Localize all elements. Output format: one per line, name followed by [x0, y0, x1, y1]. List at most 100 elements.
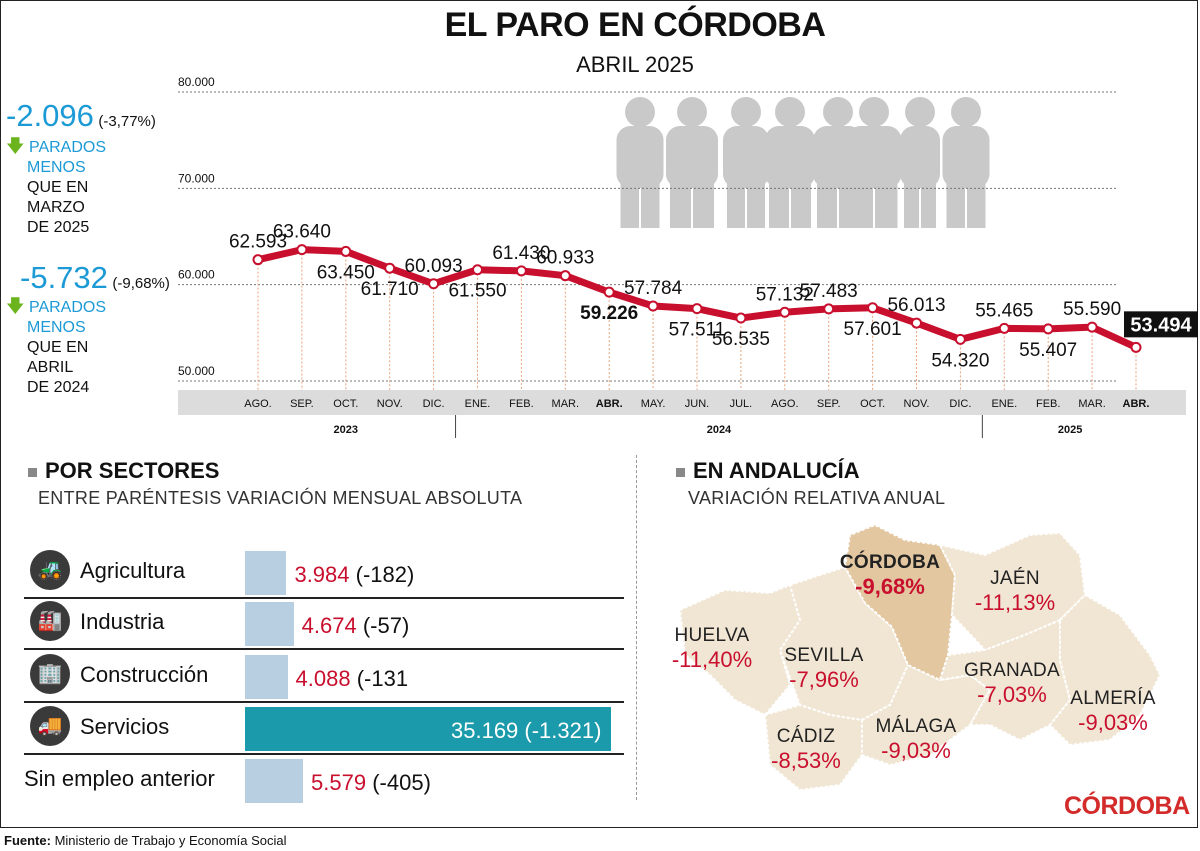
data-point	[340, 245, 352, 257]
x-tick-label: AGO.	[244, 398, 272, 410]
year-label: 2023	[334, 424, 358, 436]
map-region-granada	[938, 618, 1072, 742]
data-point	[998, 322, 1010, 334]
region-2: HUELVA -11,40%	[632, 625, 792, 673]
region-value: -11,40%	[671, 647, 753, 672]
sectors-bar-chart: 🚜 Agricultura 3.984 (-182) 🏭 Industria 4.674 …	[24, 550, 624, 803]
region-name: JAÉN	[990, 568, 1040, 589]
region-name: CÓRDOBA	[839, 552, 941, 573]
year-label: 2025	[1058, 424, 1082, 436]
sector-value-diff: (-182)	[349, 562, 415, 587]
data-point	[296, 244, 308, 256]
sectors-title: POR SECTORES	[28, 458, 219, 484]
data-point	[515, 265, 527, 277]
x-axis-band	[178, 390, 1186, 415]
data-label: 54.320	[931, 350, 989, 371]
data-label: 63.450	[317, 262, 375, 283]
x-tick-label: ABR.	[1123, 398, 1150, 410]
kpi-monthly-pct: (-3,77%)	[98, 113, 156, 130]
brand-logo: CÓRDOBA	[1064, 792, 1190, 820]
sector-bar	[245, 655, 288, 699]
data-label: 55.590	[1063, 299, 1121, 320]
page-subtitle: ABRIL 2025	[576, 52, 694, 77]
buildings-icon: 🏢	[30, 654, 70, 694]
x-tick-label: ENE.	[991, 398, 1017, 410]
data-point	[954, 333, 966, 345]
data-label: 61.430	[492, 243, 550, 264]
data-label: 60.093	[405, 256, 463, 277]
data-label: 57.601	[844, 319, 902, 340]
data-label: 61.710	[361, 279, 419, 300]
data-point	[603, 286, 615, 298]
region-name: GRANADA	[963, 660, 1061, 681]
region-1: JAÉN -11,13%	[935, 568, 1095, 616]
sector-value: 4.088 (-131	[296, 666, 409, 692]
region-name: CÁDIZ	[776, 726, 836, 747]
people-silhouette-icon	[616, 97, 990, 228]
row-divider	[24, 597, 624, 599]
data-point	[1130, 341, 1142, 353]
data-label: 55.465	[975, 300, 1033, 321]
region-value: -11,13%	[974, 590, 1056, 615]
x-tick-label: OCT.	[333, 398, 358, 410]
data-label: 57.483	[800, 281, 858, 302]
map-region-huelva	[678, 583, 802, 717]
tractor-icon: 🚜	[30, 550, 70, 590]
kpi-monthly-value: -2.096	[6, 98, 94, 133]
x-tick-label: JUL.	[730, 398, 753, 410]
sector-value-diff: (-405)	[366, 770, 431, 795]
truck-icon: 🚚	[30, 706, 70, 746]
region-0: CÓRDOBA -9,68%	[810, 552, 970, 600]
y-tick-label: 80.000	[178, 75, 215, 89]
data-point	[1042, 323, 1054, 335]
x-tick-label: DIC.	[423, 398, 445, 410]
region-6: MÁLAGA -9,03%	[836, 716, 996, 764]
sector-value-number: 4.088	[295, 666, 351, 691]
sector-value-diff: (-57)	[356, 613, 410, 638]
kpi-monthly-label: 🡇 PARADOS MENOS QUE EN MARZO DE 2025	[6, 136, 107, 236]
map-region-jaen	[938, 531, 1087, 652]
region-5: ALMERÍA -9,03%	[1033, 688, 1193, 736]
data-label: 56.535	[712, 329, 770, 350]
data-point	[1086, 321, 1098, 333]
data-label: 57.784	[624, 278, 683, 299]
sector-value-number: 5.579	[311, 770, 367, 795]
y-tick-label: 60.000	[178, 268, 215, 282]
region-value: -7,03%	[977, 682, 1047, 707]
region-name: MÁLAGA	[875, 716, 957, 737]
sector-value: 4.674 (-57)	[302, 613, 410, 639]
x-tick-label: MAR.	[1078, 398, 1106, 410]
data-label: 61.550	[448, 281, 506, 302]
x-tick-label: ENE.	[465, 398, 491, 410]
sector-value-number: 3.984	[294, 562, 350, 587]
data-label: 53.494	[1130, 314, 1192, 336]
sector-bar	[245, 551, 287, 595]
sector-label: Agricultura	[80, 558, 186, 583]
kpi-annual-pct: (-9,68%)	[112, 275, 170, 292]
x-tick-label: SEP.	[290, 398, 314, 410]
region-name: HUELVA	[674, 625, 750, 646]
infographic-frame	[0, 0, 1198, 828]
sector-value-diff: (-131	[350, 666, 409, 691]
x-tick-label: AGO.	[771, 398, 799, 410]
x-tick-label: NOV.	[377, 398, 403, 410]
sector-value-number: 4.674	[301, 613, 357, 638]
data-label: 62.593	[229, 232, 287, 253]
x-tick-label: SEP.	[817, 398, 841, 410]
row-divider	[24, 648, 624, 650]
page-title: EL PARO EN CÓRDOBA	[444, 6, 826, 44]
x-tick-label: DIC.	[949, 398, 971, 410]
sector-value-number: 35.169	[451, 718, 519, 743]
x-tick-label: NOV.	[904, 398, 930, 410]
kpi-monthly: -2.096 (-3,77%)	[6, 98, 186, 134]
data-point	[779, 306, 791, 318]
row-divider	[24, 753, 624, 755]
region-name: ALMERÍA	[1070, 688, 1156, 709]
sector-value: 5.579 (-405)	[311, 770, 431, 796]
andalucia-labels: CÓRDOBA -9,68% JAÉN -11,13% HUELVA -11,40% SEV…	[632, 552, 1193, 773]
y-tick-label: 50.000	[178, 364, 215, 378]
data-label: 55.407	[1019, 340, 1077, 361]
sector-bar	[245, 707, 611, 751]
region-value: -7,96%	[789, 667, 859, 692]
down-arrow-icon: 🡇	[6, 296, 25, 316]
